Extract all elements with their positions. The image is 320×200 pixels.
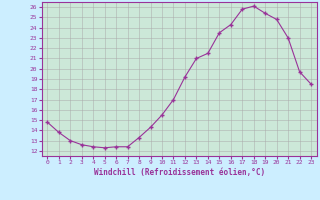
X-axis label: Windchill (Refroidissement éolien,°C): Windchill (Refroidissement éolien,°C) bbox=[94, 168, 265, 177]
